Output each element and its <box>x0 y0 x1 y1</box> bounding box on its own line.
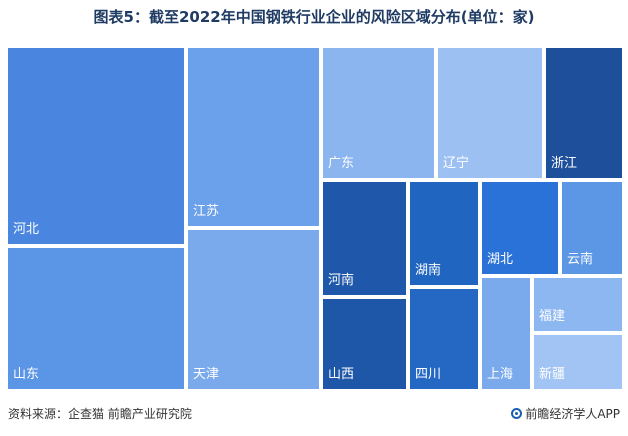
treemap-cell-label: 上海 <box>487 367 514 382</box>
treemap-cell-label: 福建 <box>539 309 566 324</box>
treemap-cell: 山西 <box>321 297 408 391</box>
treemap-cell: 广东 <box>321 46 436 180</box>
treemap-cell: 山东 <box>6 246 186 391</box>
treemap-cell-label: 湖南 <box>415 263 442 278</box>
treemap-cell: 江苏 <box>186 46 321 228</box>
treemap-cell-label: 天津 <box>193 367 220 382</box>
treemap-cell-label: 辽宁 <box>443 156 470 171</box>
treemap-cell-label: 山东 <box>13 367 40 382</box>
treemap-chart: 河北山东 江苏天津 广东 辽宁 浙江河南山西 湖南四川 湖北 云南上海 福建新疆 <box>6 46 624 391</box>
treemap-cell-label: 江苏 <box>193 204 220 219</box>
treemap-cell: 福建 <box>532 276 624 333</box>
treemap-cell: 新疆 <box>532 333 624 391</box>
treemap-cell: 河北 <box>6 46 186 246</box>
treemap-cell: 辽宁 <box>436 46 544 180</box>
treemap-cell: 河南 <box>321 180 408 297</box>
treemap-cell-label: 新疆 <box>539 367 566 382</box>
treemap-cell: 四川 <box>408 287 480 391</box>
treemap-cell-label: 河北 <box>13 222 40 237</box>
treemap-cell-label: 浙江 <box>551 156 578 171</box>
treemap-cell-label: 山西 <box>328 367 355 382</box>
treemap-cell: 云南 <box>560 180 624 276</box>
treemap-cell-label: 湖北 <box>487 252 514 267</box>
treemap-cell-label: 广东 <box>328 156 355 171</box>
treemap-cell: 天津 <box>186 228 321 391</box>
treemap-cell-label: 云南 <box>567 252 594 267</box>
treemap-cell-label: 四川 <box>415 367 442 382</box>
treemap-cell: 浙江 <box>544 46 624 180</box>
brand-credit: 前瞻经济学人APP <box>511 405 620 422</box>
source-note: 资料来源：企查猫 前瞻产业研究院 <box>8 407 192 421</box>
treemap-cell: 湖南 <box>408 180 480 287</box>
treemap-cell: 上海 <box>480 276 532 391</box>
chart-title: 图表5：截至2022年中国钢铁行业企业的风险区域分布(单位：家) <box>93 8 535 26</box>
treemap-cell-label: 河南 <box>328 273 355 288</box>
brand-name: 前瞻经济学人APP <box>525 407 620 421</box>
qianzhan-logo-icon <box>511 408 523 419</box>
treemap-cell: 湖北 <box>480 180 560 276</box>
